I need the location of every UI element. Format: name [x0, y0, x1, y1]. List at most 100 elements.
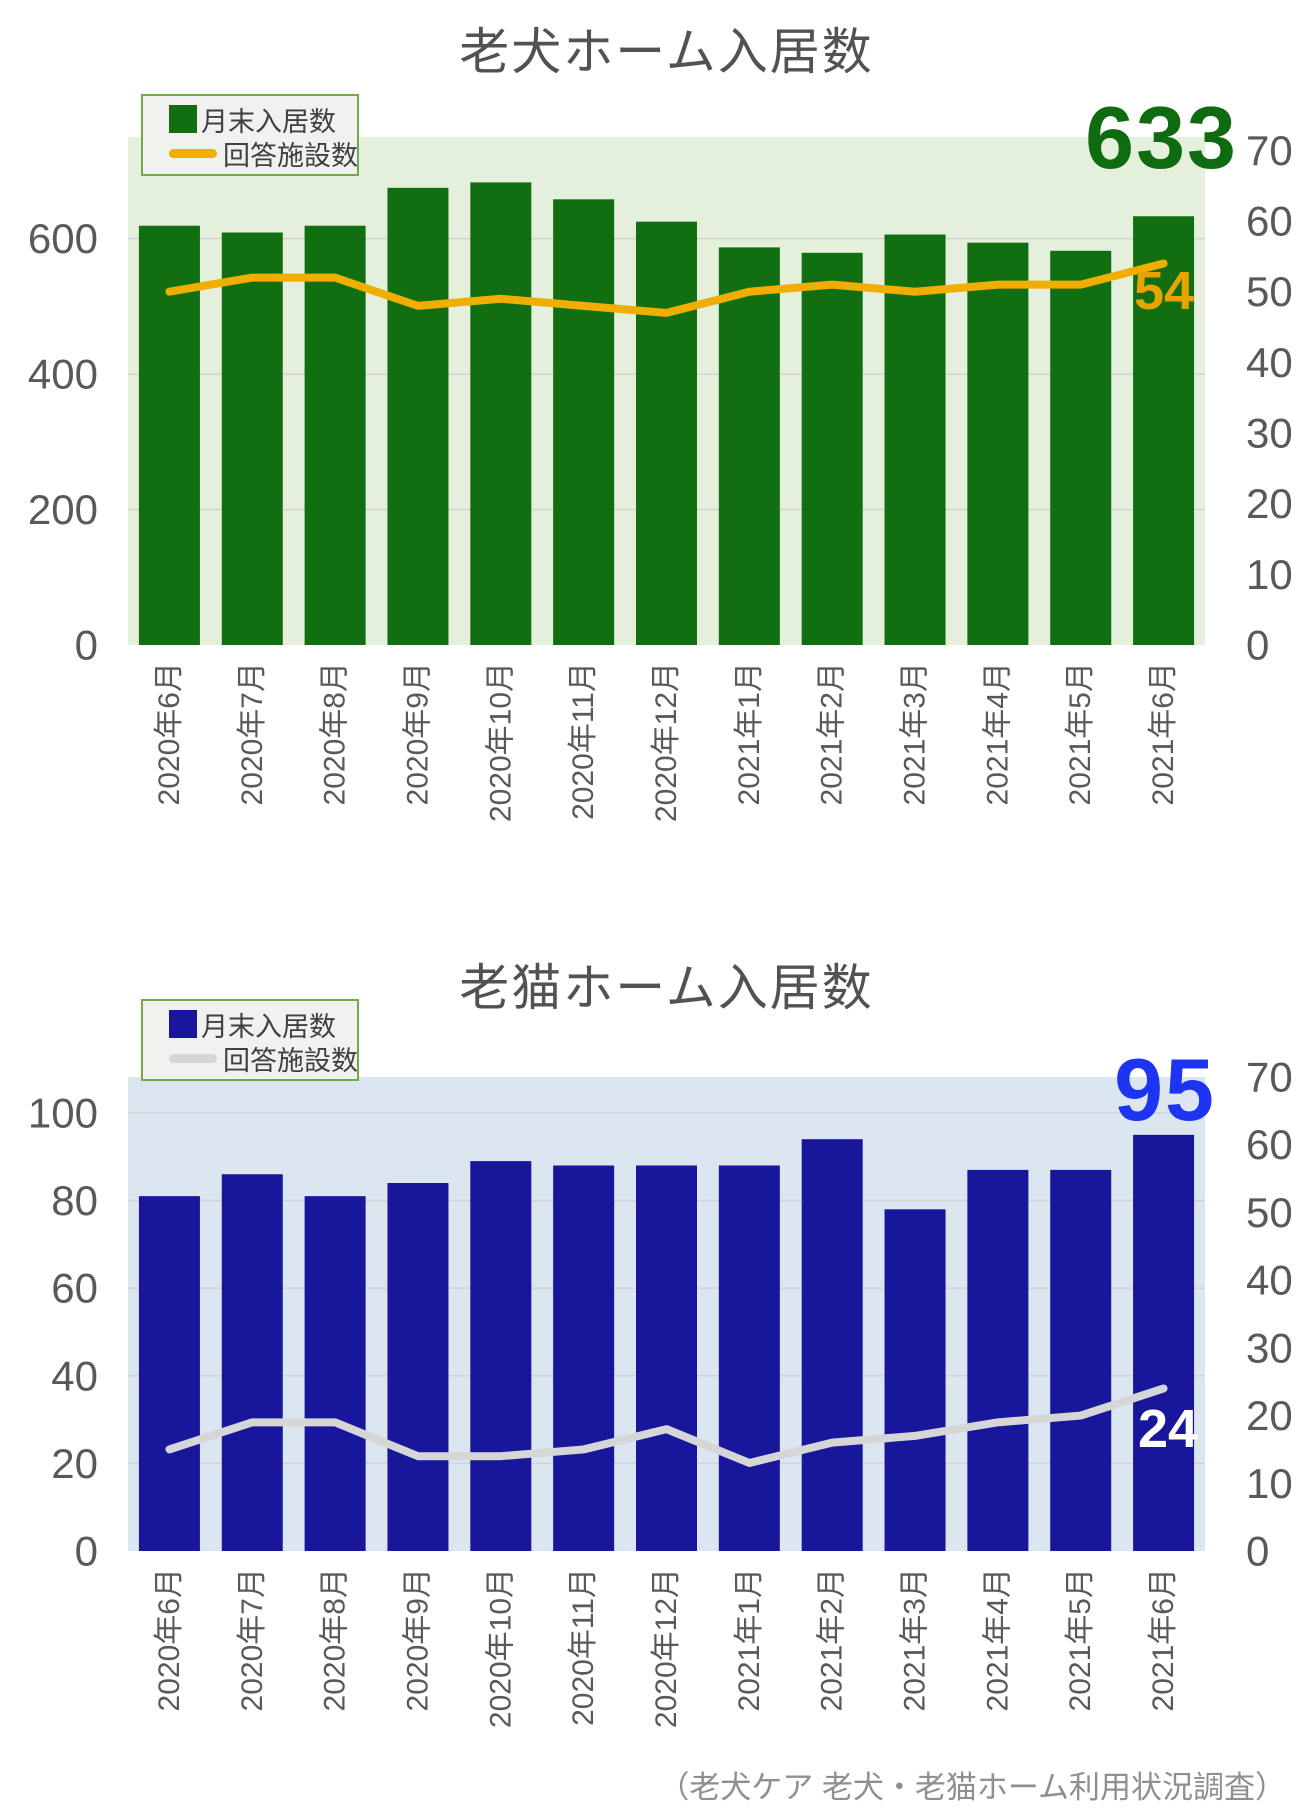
bar [967, 242, 1029, 645]
bar [221, 1174, 283, 1551]
bar [553, 199, 615, 645]
dog-last-bar-value-label: 633 [1085, 88, 1238, 187]
y2-axis-tick-label: 20 [1246, 480, 1293, 527]
bar [1133, 216, 1195, 646]
bar [967, 1169, 1029, 1551]
dog-chart-title: 老犬ホーム入居数 [459, 24, 874, 80]
x-axis-month-label: 2020年9月 [401, 1568, 434, 1711]
x-axis-month-label: 2021年4月 [981, 1568, 1014, 1711]
cat-last-bar-value-label: 95 [1114, 1040, 1216, 1139]
legend-label: 月末入居数 [201, 1011, 336, 1042]
line-series-swatch [169, 1053, 217, 1063]
y2-axis-tick-label: 60 [1246, 198, 1293, 245]
bar-series-swatch [169, 1010, 197, 1038]
bar [1050, 1169, 1112, 1551]
x-axis-month-label: 2020年10月 [484, 1568, 517, 1728]
bar [718, 1165, 780, 1551]
bar [304, 1196, 366, 1551]
y2-axis-tick-label: 30 [1246, 410, 1293, 457]
y-axis-tick-label: 0 [75, 1528, 98, 1575]
y2-axis-tick-label: 30 [1246, 1324, 1293, 1371]
bar [138, 1196, 200, 1551]
line-series [165, 1384, 1168, 1467]
line-series-swatch [169, 148, 217, 158]
x-axis-month-label: 2020年9月 [401, 662, 434, 805]
bar [553, 1165, 615, 1551]
x-axis-month-label: 2020年11月 [567, 1568, 600, 1726]
bar [304, 225, 366, 646]
bar [470, 182, 532, 645]
bar [801, 1139, 863, 1551]
x-axis-month-label: 2021年6月 [1147, 662, 1180, 805]
dog-last-line-value-label: 54 [1134, 261, 1195, 321]
legend-item-bar: 月末入居数 [143, 1007, 357, 1042]
bar [636, 221, 697, 645]
x-axis-month-label: 2020年8月 [319, 1568, 352, 1711]
bar [884, 234, 946, 645]
x-axis-month-label: 2020年7月 [236, 1568, 269, 1711]
legend-item-line: 回答施設数 [143, 136, 358, 171]
y2-axis-tick-label: 40 [1246, 1257, 1293, 1304]
x-axis-month-label: 2020年8月 [319, 662, 352, 805]
x-axis-month-label: 2020年11月 [567, 662, 600, 820]
legend-label: 回答施設数 [223, 140, 358, 171]
y-axis-tick-label: 200 [28, 486, 98, 533]
y2-axis-tick-label: 40 [1246, 339, 1293, 386]
bar [221, 232, 283, 645]
bar [470, 1161, 532, 1551]
x-axis-month-label: 2020年7月 [236, 662, 269, 805]
legend-label: 回答施設数 [223, 1045, 358, 1076]
y-axis-tick-label: 100 [28, 1089, 98, 1136]
y2-axis-tick-label: 50 [1246, 1189, 1293, 1236]
y2-axis-tick-label: 70 [1246, 1054, 1293, 1101]
bar [801, 252, 863, 645]
x-axis-month-label: 2020年6月 [153, 1568, 186, 1711]
y2-axis-tick-label: 60 [1246, 1121, 1293, 1168]
cat-last-line-value-label: 24 [1138, 1399, 1199, 1459]
x-axis-month-label: 2021年5月 [1064, 1568, 1097, 1711]
bar [636, 1165, 697, 1551]
x-axis-month-label: 2021年4月 [981, 662, 1014, 805]
y-axis-tick-label: 0 [75, 622, 98, 669]
bar [387, 1183, 449, 1551]
y-axis-tick-label: 600 [28, 215, 98, 262]
y2-axis-tick-label: 0 [1246, 1528, 1269, 1575]
y-axis-tick-label: 400 [28, 351, 98, 398]
y-axis-tick-label: 20 [51, 1440, 98, 1487]
x-axis-month-label: 2020年10月 [484, 662, 517, 822]
y2-axis-tick-label: 20 [1246, 1392, 1293, 1439]
y2-axis-tick-label: 0 [1246, 622, 1269, 669]
legend-item-line: 回答施設数 [143, 1041, 358, 1076]
x-axis-month-label: 2021年6月 [1147, 1568, 1180, 1711]
x-axis-month-label: 2021年3月 [899, 662, 932, 805]
line-series [165, 259, 1168, 317]
x-axis-month-label: 2020年12月 [650, 662, 683, 822]
legend-label: 月末入居数 [201, 106, 336, 137]
bar [884, 1209, 946, 1551]
legend-item-bar: 月末入居数 [143, 102, 357, 137]
bar [387, 187, 449, 646]
y2-axis-tick-label: 10 [1246, 551, 1293, 598]
x-axis-month-label: 2021年5月 [1064, 662, 1097, 805]
x-axis-month-label: 2021年2月 [816, 1568, 849, 1711]
x-axis-month-label: 2021年3月 [899, 1568, 932, 1711]
cat-chart-legend: 月末入居数 回答施設数 [141, 999, 359, 1081]
bar-series-swatch [169, 105, 197, 133]
bar [1050, 250, 1112, 646]
x-axis-month-label: 2021年2月 [816, 662, 849, 805]
x-axis-month-label: 2021年1月 [733, 662, 766, 805]
source-note: （老犬ケア 老犬・老猫ホーム利用状況調査） [658, 1770, 1286, 1805]
x-axis-month-label: 2020年6月 [153, 662, 186, 805]
x-axis-month-label: 2020年12月 [650, 1568, 683, 1728]
y-axis-tick-label: 60 [51, 1265, 98, 1312]
y2-axis-tick-label: 70 [1246, 127, 1293, 174]
cat-chart-title: 老猫ホーム入居数 [459, 960, 874, 1016]
y-axis-tick-label: 80 [51, 1177, 98, 1224]
bar [718, 247, 780, 645]
y2-axis-tick-label: 50 [1246, 268, 1293, 315]
y-axis-tick-label: 40 [51, 1352, 98, 1399]
dog-chart-legend: 月末入居数 回答施設数 [141, 94, 359, 176]
y2-axis-tick-label: 10 [1246, 1460, 1293, 1507]
